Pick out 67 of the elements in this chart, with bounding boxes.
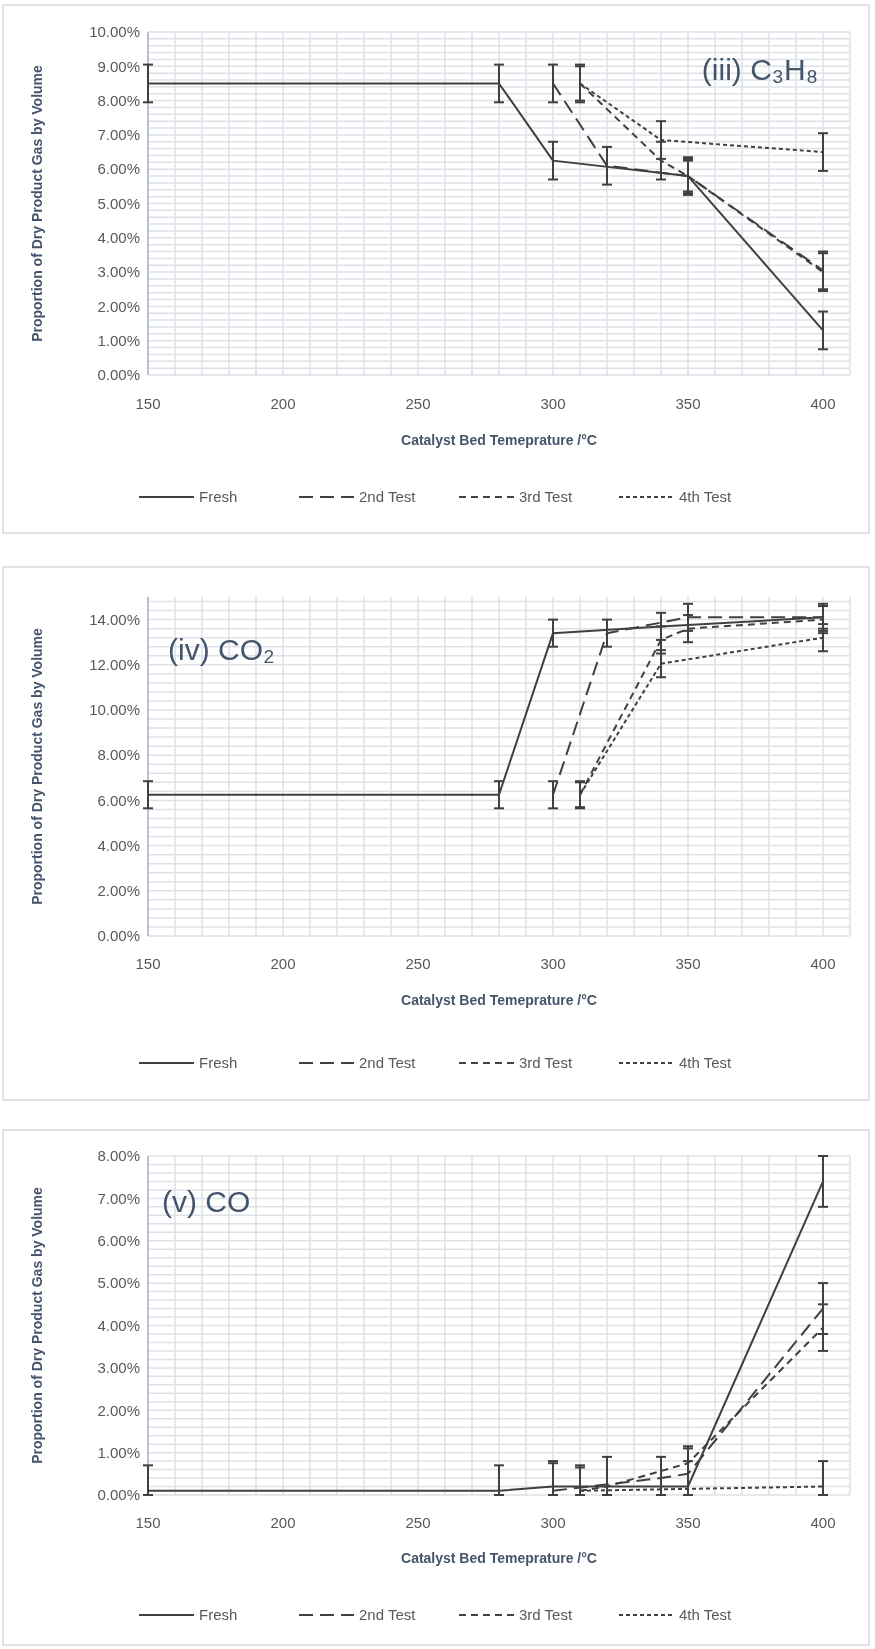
y-tick-label: 6.00% xyxy=(97,160,140,178)
y-tick-label: 0.00% xyxy=(97,1486,140,1504)
y-tick-label: 2.00% xyxy=(97,1401,140,1419)
y-tick-label: 0.00% xyxy=(97,366,140,384)
x-tick-label: 250 xyxy=(405,1514,431,1532)
y-tick-label: 2.00% xyxy=(97,882,140,900)
y-tick-label: 10.00% xyxy=(89,701,140,719)
x-tick-label: 200 xyxy=(270,955,296,973)
y-tick-label: 8.00% xyxy=(97,746,140,764)
legend-label: Fresh xyxy=(199,1606,238,1624)
y-tick-label: 8.00% xyxy=(97,91,140,109)
x-tick-label: 400 xyxy=(810,395,836,413)
y-tick-label: 4.00% xyxy=(97,1316,140,1334)
x-axis-title: Catalyst Bed Temeprature /°C xyxy=(401,1549,597,1566)
y-tick-label: 5.00% xyxy=(97,1274,140,1292)
legend-label: Fresh xyxy=(199,488,238,506)
legend-label: 4th Test xyxy=(679,1054,733,1072)
legend-label: 3rd Test xyxy=(519,488,573,506)
y-tick-label: 5.00% xyxy=(97,194,140,212)
y-tick-label: 4.00% xyxy=(97,229,140,247)
legend-label: 2nd Test xyxy=(359,1054,417,1072)
legend-label: Fresh xyxy=(199,1054,238,1072)
x-tick-label: 350 xyxy=(675,395,701,413)
legend-label: 4th Test xyxy=(679,488,733,506)
y-axis-title: Proportion of Dry Product Gas by Volume xyxy=(29,64,45,342)
y-axis-title: Proportion of Dry Product Gas by Volume xyxy=(29,1186,45,1464)
legend-label: 2nd Test xyxy=(359,1606,417,1624)
x-axis-title: Catalyst Bed Temeprature /°C xyxy=(401,431,597,448)
x-tick-label: 300 xyxy=(540,1514,566,1532)
y-tick-label: 7.00% xyxy=(97,1189,140,1207)
x-tick-label: 350 xyxy=(675,955,701,973)
y-tick-label: 10.00% xyxy=(89,23,140,41)
x-tick-label: 400 xyxy=(810,955,836,973)
y-tick-label: 3.00% xyxy=(97,263,140,281)
x-tick-label: 150 xyxy=(135,1514,161,1532)
x-axis-title: Catalyst Bed Temeprature /°C xyxy=(401,991,597,1008)
y-tick-label: 6.00% xyxy=(97,791,140,809)
legend-label: 4th Test xyxy=(679,1606,733,1624)
y-tick-label: 3.00% xyxy=(97,1359,140,1377)
y-tick-label: 2.00% xyxy=(97,297,140,315)
legend-label: 3rd Test xyxy=(519,1054,573,1072)
y-tick-label: 1.00% xyxy=(97,1443,140,1461)
y-axis-title: Proportion of Dry Product Gas by Volume xyxy=(29,627,45,905)
y-tick-label: 14.00% xyxy=(89,610,140,628)
annotation: (v) CO xyxy=(162,1185,251,1218)
x-tick-label: 300 xyxy=(540,395,566,413)
x-tick-label: 300 xyxy=(540,955,566,973)
annotation: (iii) C₃H₈ xyxy=(701,53,819,86)
x-tick-label: 250 xyxy=(405,395,431,413)
legend-label: 2nd Test xyxy=(359,488,417,506)
y-tick-label: 12.00% xyxy=(89,656,140,674)
x-tick-label: 200 xyxy=(270,1514,296,1532)
x-tick-label: 400 xyxy=(810,1514,836,1532)
x-tick-label: 150 xyxy=(135,955,161,973)
x-tick-label: 150 xyxy=(135,395,161,413)
annotation: (iv) CO₂ xyxy=(168,633,275,666)
y-tick-label: 6.00% xyxy=(97,1232,140,1249)
y-tick-label: 4.00% xyxy=(97,836,140,854)
legend-label: 3rd Test xyxy=(519,1606,573,1624)
y-tick-label: 1.00% xyxy=(97,331,140,349)
y-tick-label: 0.00% xyxy=(97,927,140,945)
y-tick-label: 8.00% xyxy=(97,1147,140,1165)
x-tick-label: 350 xyxy=(675,1514,701,1532)
x-tick-label: 250 xyxy=(405,955,431,973)
y-tick-label: 9.00% xyxy=(97,57,140,75)
x-tick-label: 200 xyxy=(270,395,296,413)
y-tick-label: 7.00% xyxy=(97,126,140,144)
